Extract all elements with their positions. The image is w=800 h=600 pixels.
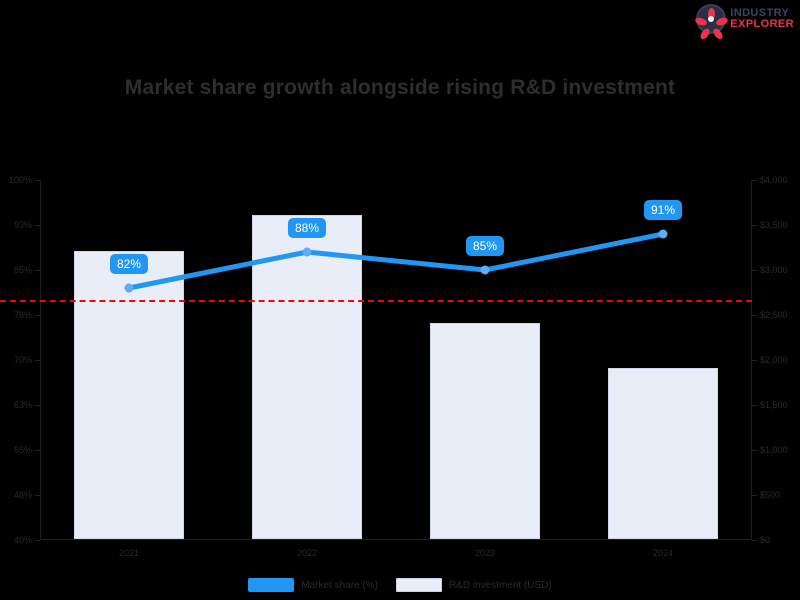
left-axis-tick <box>35 180 40 181</box>
left-axis-tick-label: 55% <box>13 445 32 455</box>
line-series <box>124 229 668 293</box>
right-axis-tick <box>752 450 757 451</box>
right-axis-tick <box>752 405 757 406</box>
logo-petal <box>714 16 729 27</box>
x-axis-tick-label: 2021 <box>118 548 140 558</box>
left-axis-tick <box>35 495 40 496</box>
left-axis-tick-label: 70% <box>13 355 32 365</box>
line-point[interactable] <box>124 283 134 293</box>
data-label: 82% <box>109 254 149 274</box>
x-axis-tick-label: 2023 <box>474 548 496 558</box>
logo-wordmark: INDUSTRY EXPLORER <box>730 6 794 30</box>
left-axis-tick <box>35 405 40 406</box>
legend-swatch-line-icon <box>248 578 295 592</box>
right-axis-tick <box>752 495 757 496</box>
x-axis-tick-label: 2024 <box>652 548 674 558</box>
legend-item-line[interactable]: Market share (%) <box>248 578 378 592</box>
logo-petal <box>711 26 725 41</box>
right-axis-tick <box>752 225 757 226</box>
right-axis-tick-label: $0 <box>760 535 771 545</box>
right-axis-tick-label: $500 <box>760 490 781 500</box>
right-axis-tick <box>752 360 757 361</box>
line-point[interactable] <box>658 229 668 239</box>
left-axis-tick-label: 78% <box>13 310 32 320</box>
left-axis-tick-label: 48% <box>13 490 32 500</box>
line-point[interactable] <box>480 265 490 275</box>
right-axis-tick-label: $2,500 <box>760 310 788 320</box>
left-axis-tick <box>35 360 40 361</box>
bar[interactable] <box>429 323 541 539</box>
logo-petal <box>707 8 715 20</box>
left-axis-tick <box>35 315 40 316</box>
legend-label-bar: R&D investment (USD) <box>448 579 552 591</box>
x-axis-tick-label: 2022 <box>296 548 318 558</box>
bar[interactable] <box>251 215 363 539</box>
left-axis-tick <box>35 540 40 541</box>
right-axis-tick-label: $3,000 <box>760 265 788 275</box>
plot-area: 100% 93% 85% 78% 70% 63% 55% 48% 40% $4,000 $3,50… <box>0 175 788 558</box>
left-axis-tick-label: 40% <box>13 535 32 545</box>
legend-item-bar[interactable]: R&D investment (USD) <box>395 578 552 592</box>
legend-swatch-bar-icon <box>395 578 442 592</box>
chart-legend: Market share (%) R&D investment (USD) <box>0 578 800 592</box>
data-label: 91% <box>643 200 683 220</box>
right-axis-tick <box>752 315 757 316</box>
logo-flower-icon <box>694 4 729 41</box>
brand-logo: INDUSTRY EXPLORER <box>694 4 794 41</box>
data-label: 88% <box>287 218 327 238</box>
chart-title: Market share growth alongside rising R&D… <box>124 76 676 99</box>
left-axis-tick <box>35 225 40 226</box>
right-axis-tick-label: $1,500 <box>760 400 788 410</box>
data-label: 85% <box>465 236 505 256</box>
right-axis-tick-label: $4,000 <box>760 175 788 185</box>
right-axis-tick <box>752 540 757 541</box>
bar[interactable] <box>73 251 185 539</box>
line-points <box>124 229 668 293</box>
logo-wordmark-line2: EXPLORER <box>730 18 794 30</box>
logo-wordmark-line1: INDUSTRY <box>730 6 790 19</box>
line-point[interactable] <box>302 247 312 257</box>
legend-label-line: Market share (%) <box>301 579 378 591</box>
left-axis-tick <box>35 450 40 451</box>
left-axis-tick-label: 100% <box>8 175 32 185</box>
left-axis-tick-label: 85% <box>13 265 32 275</box>
logo-center-dot <box>708 16 715 22</box>
left-axis-line <box>40 180 41 540</box>
right-axis-tick-label: $1,000 <box>760 445 788 455</box>
bar[interactable] <box>607 368 719 539</box>
right-axis-tick <box>752 180 757 181</box>
line-path <box>126 231 666 291</box>
right-axis-tick <box>752 270 757 271</box>
right-axis-line <box>751 180 752 540</box>
threshold-line <box>0 300 752 302</box>
bottom-axis-line <box>40 539 752 540</box>
left-axis-tick <box>35 270 40 271</box>
left-axis-tick-label: 63% <box>13 400 32 410</box>
right-axis-tick-label: $3,500 <box>760 220 788 230</box>
right-axis-tick-label: $2,000 <box>760 355 788 365</box>
logo-petal <box>698 26 712 41</box>
logo-petal <box>694 16 708 27</box>
left-axis-tick-label: 93% <box>13 220 32 230</box>
